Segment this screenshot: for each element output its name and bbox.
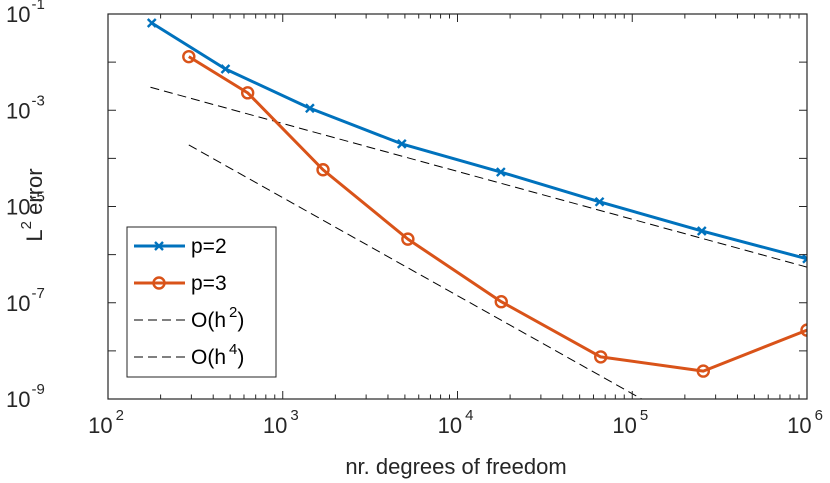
legend-box bbox=[126, 226, 277, 378]
legend-label: p=3 bbox=[191, 272, 227, 295]
data-point bbox=[146, 18, 157, 28]
legend-item: O(h 2) bbox=[134, 304, 244, 332]
legend: p=2 p=3 O(h 2) O(h 4) bbox=[126, 226, 277, 378]
series-line bbox=[150, 21, 807, 261]
x-tick-label: 10 2 bbox=[88, 407, 124, 438]
legend-label: O(h 2) bbox=[191, 304, 244, 332]
series-o-h-4- bbox=[188, 144, 643, 399]
data-point bbox=[401, 232, 415, 246]
series-p-2 bbox=[146, 18, 807, 264]
data-point bbox=[802, 253, 807, 264]
data-point bbox=[594, 350, 608, 364]
legend-swatch-marker bbox=[154, 241, 164, 251]
legend-label: O(h 4) bbox=[191, 341, 244, 369]
y-tick-label: 10-7 bbox=[6, 285, 45, 316]
data-point bbox=[396, 139, 407, 149]
y-tick-label: 10-1 bbox=[6, 0, 45, 27]
data-point bbox=[800, 323, 807, 337]
x-axis-label: nr. degrees of freedom bbox=[345, 454, 566, 479]
data-point bbox=[696, 364, 710, 378]
y-tick-label: 10-9 bbox=[6, 381, 45, 412]
x-tick-label: 10 3 bbox=[263, 407, 299, 438]
legend-item: O(h 4) bbox=[134, 341, 244, 369]
data-point bbox=[305, 103, 315, 114]
data-point bbox=[220, 64, 231, 74]
x-tick-labels: 10 2 10 3 10 4 10 5 10 6 bbox=[88, 407, 823, 438]
y-tick-labels: 10-9 10-7 10-5 10-3 10-1 bbox=[6, 0, 45, 412]
y-tick-label: 10-5 bbox=[6, 189, 45, 220]
y-axis-label: L2 error bbox=[18, 168, 47, 241]
x-tick-label: 10 4 bbox=[438, 407, 474, 438]
x-tick-label: 10 5 bbox=[612, 407, 648, 438]
data-point bbox=[495, 167, 506, 177]
data-point bbox=[696, 226, 707, 236]
axes bbox=[107, 13, 808, 400]
legend-label: p=2 bbox=[191, 235, 227, 258]
legend-swatch-marker bbox=[152, 276, 166, 290]
data-point bbox=[240, 86, 255, 100]
data-point bbox=[594, 196, 605, 207]
series-p-3 bbox=[182, 49, 807, 378]
y-tick-label: 10-3 bbox=[6, 92, 45, 123]
data-point bbox=[494, 295, 508, 309]
legend-item: p=3 bbox=[134, 272, 227, 295]
data-point bbox=[316, 163, 330, 177]
series-line bbox=[188, 144, 643, 399]
series-line bbox=[150, 86, 807, 268]
data-point bbox=[182, 49, 196, 64]
legend-item: p=2 bbox=[134, 235, 227, 258]
series-o-h-2- bbox=[150, 86, 807, 268]
plot-area bbox=[146, 18, 807, 399]
x-tick-label: 10 6 bbox=[787, 407, 823, 438]
series-line bbox=[188, 55, 807, 373]
